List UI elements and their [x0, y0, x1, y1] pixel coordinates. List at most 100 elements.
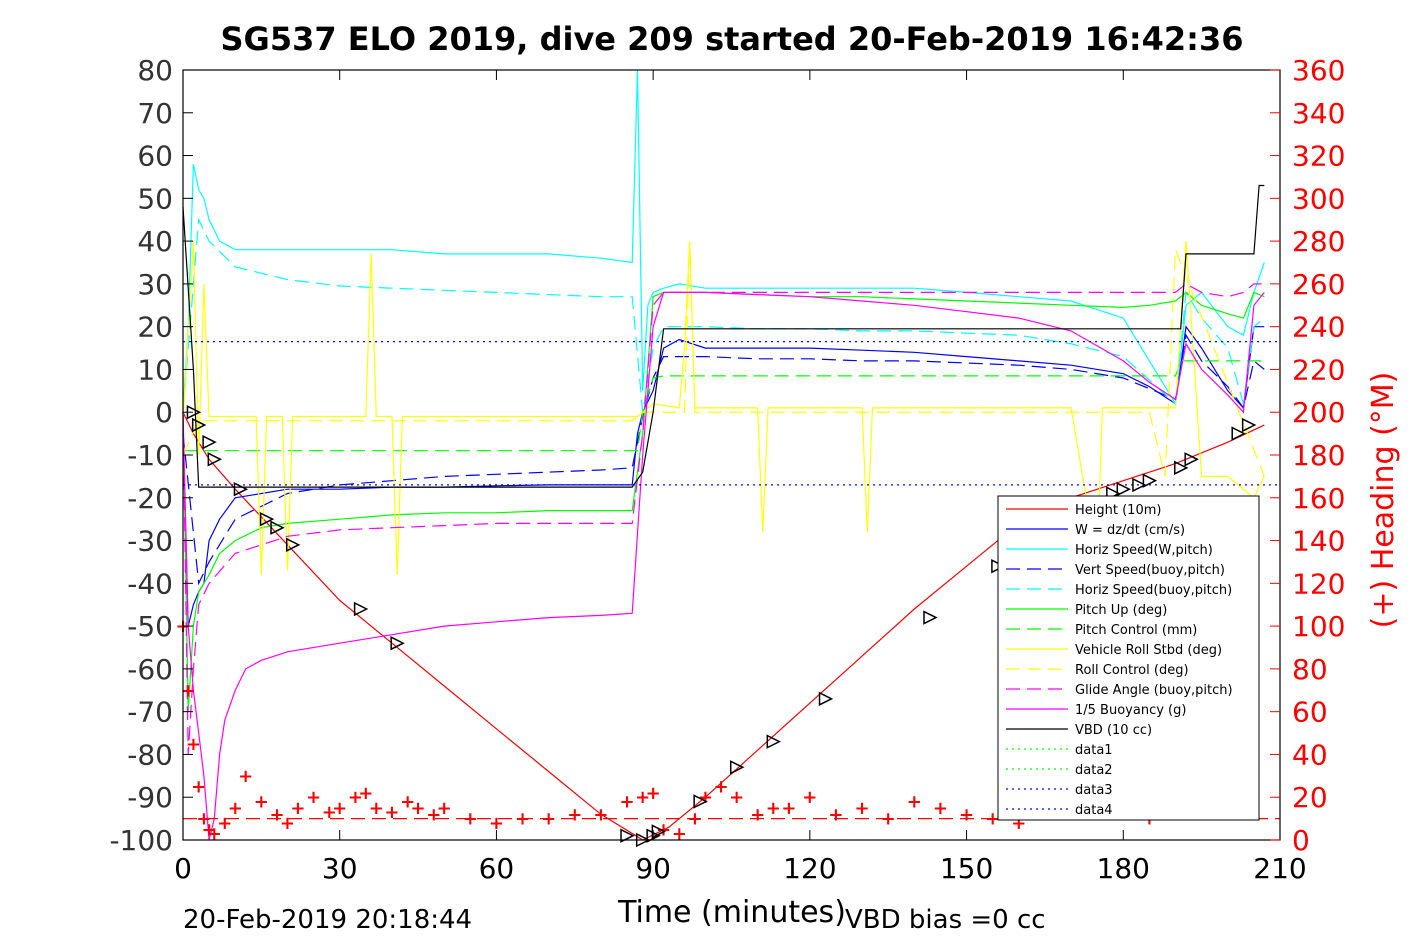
y-tick-label-right: 220 [1292, 353, 1345, 386]
heading-point: + [985, 809, 1000, 830]
legend-label: Glide Angle (buoy,pitch) [1075, 683, 1233, 698]
dive-marker [1231, 426, 1246, 441]
heading-point: + [687, 809, 702, 830]
legend-label: Pitch Up (deg) [1075, 603, 1167, 618]
heading-point: + [619, 792, 634, 813]
heading-point: + [238, 766, 253, 787]
y-tick-label-left: -70 [127, 696, 173, 729]
dive-marker [818, 691, 834, 707]
x-axis-label: Time (minutes) [617, 895, 846, 930]
dive-marker [766, 734, 781, 749]
y-tick-label-left: -50 [127, 610, 173, 643]
y-tick-label-left: 10 [137, 353, 173, 386]
x-axis: 0 30 60 90 120 150 180 210 [174, 70, 1307, 885]
dive-marker [1132, 477, 1147, 493]
y-tick-label-left: -90 [127, 781, 173, 814]
y-tick-label-left: 80 [137, 54, 173, 87]
y-tick-label-left: -40 [127, 567, 173, 600]
y-tick-label-left: -20 [127, 482, 173, 515]
heading-point: + [714, 777, 729, 798]
x-tick-label: 120 [783, 852, 836, 885]
x-tick-label: 60 [479, 852, 515, 885]
heading-point: + [322, 802, 337, 823]
legend-label: Vehicle Roll Stbd (deg) [1075, 643, 1222, 658]
series-line-2 [182, 69, 1265, 413]
y-tick-label-right: 160 [1292, 482, 1345, 515]
dive-marker [202, 434, 217, 450]
right-y-axis-label: (+) Heading (°M) [1366, 372, 1401, 629]
heading-point: + [672, 824, 687, 845]
y-tick-label-right: 280 [1292, 225, 1345, 258]
heading-point: + [781, 798, 796, 819]
y-tick-label-left: -60 [127, 653, 173, 686]
heading-point: + [290, 798, 305, 819]
x-tick-label: 180 [1097, 852, 1150, 885]
heading-point: + [959, 804, 974, 825]
heading-point: + [646, 783, 661, 804]
heading-point: + [802, 787, 817, 808]
y-tick-label-right: 80 [1292, 653, 1328, 686]
y-tick-label-right: 20 [1292, 781, 1328, 814]
y-tick-label-right: 200 [1292, 396, 1345, 429]
dive-marker [285, 537, 301, 553]
dive-marker [233, 482, 249, 497]
heading-point: + [515, 809, 530, 830]
legend-label: VBD (10 cc) [1075, 723, 1152, 738]
y-tick-label-right: 260 [1292, 268, 1345, 301]
series-line-1 [182, 325, 1265, 627]
heading-point: + [635, 787, 650, 808]
heading-point: + [828, 804, 843, 825]
legend-label: data4 [1075, 803, 1113, 818]
footer-timestamp: 20-Feb-2019 20:18:44 [183, 905, 472, 935]
heading-point: + [411, 798, 426, 819]
heading-point: + [254, 792, 269, 813]
legend-label: Horiz Speed(buoy,pitch) [1075, 583, 1232, 598]
heading-point: + [369, 798, 384, 819]
heading-point: + [186, 734, 201, 755]
y-tick-label-right: 0 [1292, 824, 1310, 857]
legend-label: Roll Control (deg) [1075, 663, 1189, 678]
dive-marker [729, 760, 745, 775]
dive-marker [259, 511, 275, 527]
heading-point: + [907, 792, 922, 813]
x-tick-label: 210 [1253, 852, 1306, 885]
heading-point: + [358, 783, 373, 804]
heading-point: + [181, 680, 196, 701]
y-tick-label-right: 240 [1292, 311, 1345, 344]
legend-label: W = dz/dt (cm/s) [1075, 523, 1185, 538]
dive-marker [1173, 460, 1189, 476]
chart-title: SG537 ELO 2019, dive 209 started 20-Feb-… [221, 20, 1244, 58]
series-line-4 [182, 217, 1265, 413]
legend-label: data3 [1075, 783, 1113, 798]
y-tick-label-right: 320 [1292, 140, 1345, 173]
dive-marker [693, 794, 708, 809]
y-tick-label-left: 30 [137, 268, 173, 301]
dive-marker [270, 520, 285, 535]
heading-point: + [348, 787, 363, 808]
dive-marker [1142, 473, 1158, 488]
heading-point: + [729, 787, 744, 808]
y-tick-label-left: 40 [137, 225, 173, 258]
x-tick-label: 30 [322, 852, 358, 885]
dive-marker [1241, 417, 1257, 433]
y-tick-label-left: -30 [127, 525, 173, 558]
heading-point: + [881, 809, 896, 830]
dive-marker [353, 601, 369, 617]
series-line-6 [183, 360, 1265, 452]
heading-point: + [306, 787, 321, 808]
y-tick-label-right: 300 [1292, 182, 1345, 215]
dive-marker [207, 452, 223, 467]
y-tick-label-right: 60 [1292, 696, 1328, 729]
y-tick-label-right: 340 [1292, 97, 1345, 130]
y-tick-label-right: 180 [1292, 439, 1345, 472]
heading-point: + [855, 798, 870, 819]
legend-label: Vert Speed(buoy,pitch) [1075, 563, 1225, 578]
y-tick-label-left: -80 [127, 738, 173, 771]
dive-marker [620, 828, 635, 843]
heading-point: + [384, 802, 399, 823]
heading-point: + [426, 804, 441, 825]
dive-marker [923, 610, 938, 625]
y-tick-label-left: 60 [137, 140, 173, 173]
y-tick-label-left: 50 [137, 182, 173, 215]
